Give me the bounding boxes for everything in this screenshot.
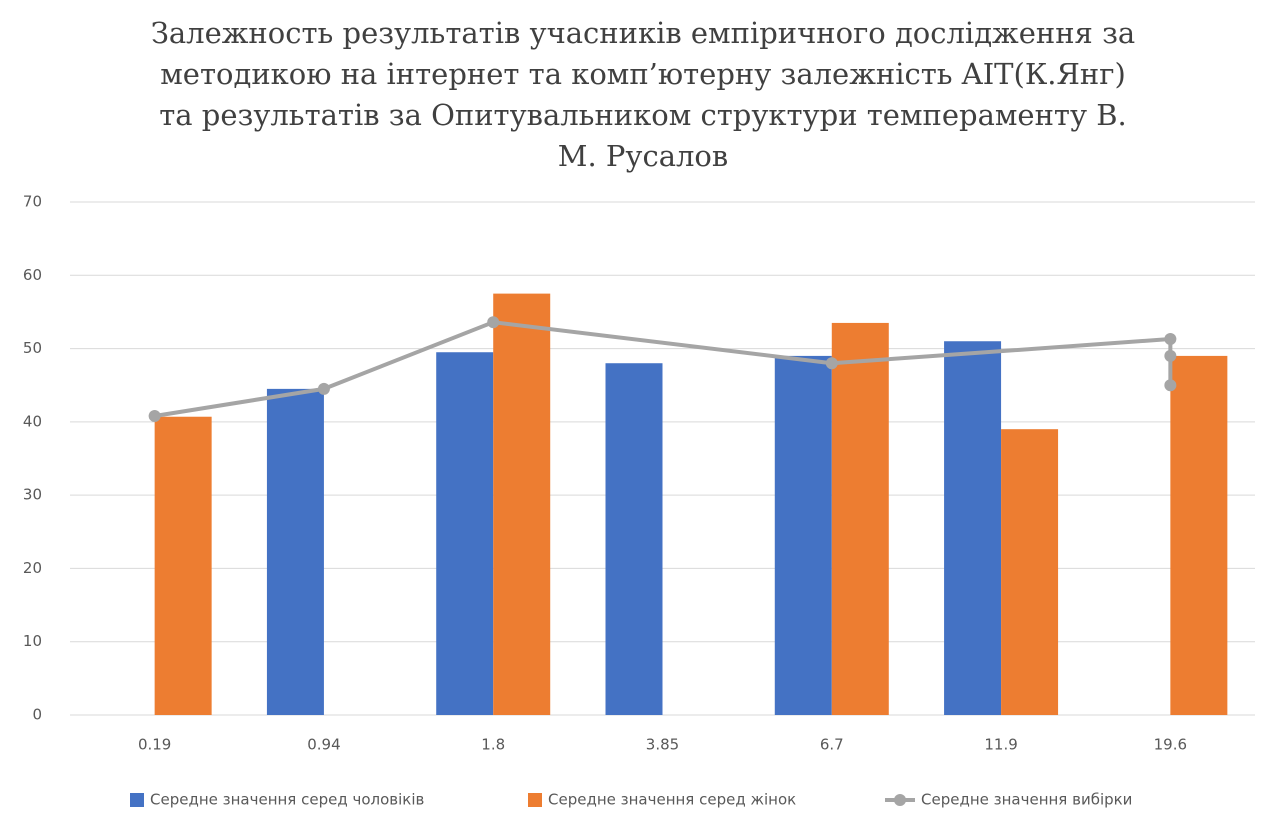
y-tick-label: 70 (23, 193, 42, 211)
legend-label: Середне значення вибірки (921, 791, 1132, 809)
chart-title: методикою на інтернет та комп’ютерну зал… (160, 57, 1126, 91)
x-tick-label: 6.7 (820, 736, 844, 754)
bar (266, 388, 324, 715)
legend-label: Середне значення серед чоловіків (150, 791, 424, 809)
legend-label: Середне значення серед жінок (548, 791, 796, 809)
line-marker (1164, 333, 1177, 346)
bar (831, 322, 889, 715)
bar (1001, 429, 1059, 715)
x-tick-label: 0.19 (138, 736, 171, 754)
bar (436, 352, 494, 715)
chart-title: та результатів за Опитувальником структу… (159, 98, 1127, 132)
bar (605, 363, 663, 715)
x-tick-label: 19.6 (1154, 736, 1187, 754)
y-tick-label: 30 (23, 486, 42, 504)
line-marker (148, 409, 161, 422)
line-marker (1164, 349, 1177, 362)
chart-title: М. Русалов (558, 139, 728, 173)
legend-swatch (528, 793, 542, 807)
line-marker (317, 382, 330, 395)
bar (944, 341, 1002, 715)
y-tick-label: 0 (32, 706, 42, 724)
y-tick-label: 50 (23, 339, 42, 357)
bar (493, 293, 551, 715)
x-tick-label: 0.94 (307, 736, 340, 754)
x-tick-label: 11.9 (984, 736, 1017, 754)
y-tick-label: 20 (23, 559, 42, 577)
x-tick-label: 1.8 (481, 736, 505, 754)
chart-title: Залежность результатів учасників емпірич… (151, 16, 1135, 50)
legend-marker (894, 794, 906, 806)
x-tick-label: 3.85 (646, 736, 679, 754)
y-tick-label: 60 (23, 266, 42, 284)
line-marker (487, 316, 500, 329)
bar (1170, 355, 1228, 715)
legend-swatch (130, 793, 144, 807)
y-tick-label: 40 (23, 412, 42, 430)
line-marker (825, 357, 838, 370)
bar (774, 355, 832, 715)
y-tick-label: 10 (23, 632, 42, 650)
line-marker (1164, 379, 1177, 392)
bar (154, 416, 212, 715)
